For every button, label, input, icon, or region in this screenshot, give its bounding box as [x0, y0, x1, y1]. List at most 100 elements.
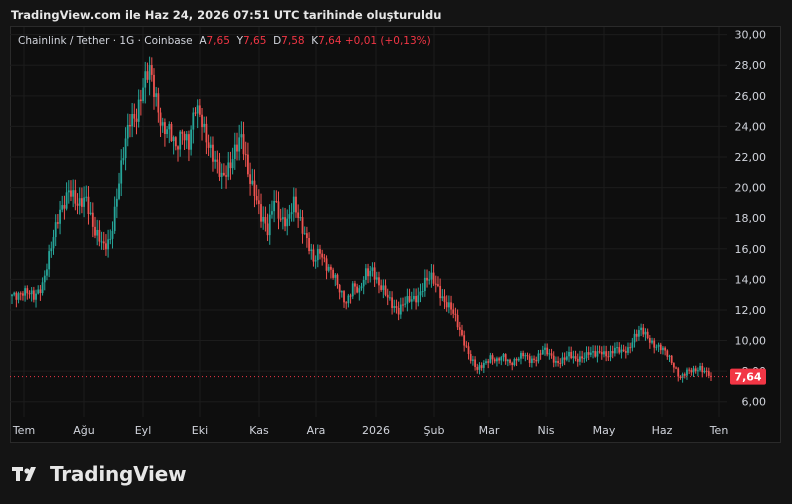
- candle-body: [574, 356, 577, 359]
- candle-body: [170, 124, 173, 142]
- candle-body: [386, 294, 389, 298]
- last-price-tag: [730, 368, 766, 385]
- candle-body: [148, 65, 151, 80]
- candle-body: [46, 269, 48, 276]
- candle-body: [124, 138, 127, 159]
- candle-body: [675, 367, 677, 369]
- candle-body: [301, 217, 304, 234]
- candle-body: [504, 354, 507, 362]
- candle-body: [327, 266, 330, 271]
- candle-body: [646, 331, 649, 339]
- candle-body: [131, 113, 134, 127]
- candle-body: [696, 370, 699, 372]
- high-value: 7,65: [243, 35, 267, 47]
- candle-body: [378, 277, 380, 286]
- candle-body: [242, 134, 245, 155]
- candle-body: [212, 144, 214, 162]
- candle-body: [305, 233, 308, 239]
- candle-body: [30, 290, 33, 295]
- candle-body: [701, 365, 704, 373]
- candle-body: [330, 266, 332, 270]
- candle-body: [288, 214, 291, 219]
- y-tick-label: 14,00: [735, 273, 767, 286]
- candle-body: [454, 313, 457, 315]
- candle-body: [498, 358, 501, 361]
- candle-body: [651, 340, 653, 343]
- candle-body: [445, 302, 448, 308]
- candle-body: [421, 291, 424, 293]
- candle-body: [334, 274, 337, 278]
- candle-body: [268, 214, 271, 236]
- candle-body: [648, 338, 651, 343]
- close-value: 7,64: [318, 35, 342, 47]
- candle-body: [642, 327, 645, 335]
- symbol-label: Chainlink / Tether · 1G · Coinbase: [18, 35, 193, 47]
- candle-body: [22, 293, 24, 296]
- candle-body: [137, 99, 140, 122]
- candle-body: [467, 346, 470, 355]
- candle-body: [345, 302, 348, 304]
- candle-body: [627, 347, 629, 353]
- candle-body: [314, 260, 317, 262]
- candle-body: [24, 288, 27, 296]
- candle-body: [146, 71, 149, 80]
- candle-body: [677, 368, 680, 377]
- candle-body: [336, 274, 339, 286]
- candle-body: [207, 142, 210, 148]
- candle-body: [474, 359, 476, 367]
- candle-body: [633, 333, 636, 343]
- candle-body: [371, 267, 374, 271]
- candle-body: [388, 297, 391, 299]
- candle-body: [694, 368, 697, 372]
- y-tick-label: 26,00: [735, 90, 767, 103]
- candle-body: [544, 347, 546, 350]
- candle-body: [354, 283, 356, 287]
- candle-body: [109, 238, 112, 240]
- x-tick-label: Ağu: [73, 424, 94, 437]
- candle-body: [231, 158, 234, 169]
- candle-body: [406, 296, 409, 304]
- candle-body: [251, 180, 254, 184]
- candle-body: [596, 351, 599, 357]
- candle-body: [157, 93, 160, 113]
- candle-body: [430, 272, 433, 280]
- candle-body: [456, 314, 459, 328]
- candle-body: [214, 159, 217, 162]
- candle-body: [511, 362, 514, 366]
- candle-body: [135, 118, 138, 122]
- y-tick-label: 22,00: [735, 151, 767, 164]
- candle-body: [362, 279, 365, 287]
- candle-body: [692, 368, 695, 373]
- open-label: A: [199, 35, 207, 47]
- candle-body: [520, 352, 522, 359]
- candle-body: [415, 295, 418, 303]
- candle-body: [153, 74, 155, 97]
- candle-body: [375, 277, 378, 280]
- x-tick-label: Kas: [249, 424, 269, 437]
- candle-body: [410, 299, 413, 302]
- candle-body: [528, 356, 531, 363]
- candle-body: [321, 253, 324, 258]
- candle-body: [640, 327, 642, 331]
- change-value: +0,01 (+0,13%): [344, 35, 431, 47]
- candle-body: [570, 351, 573, 359]
- candle-body: [297, 212, 300, 218]
- candle-body: [655, 346, 658, 348]
- candle-body: [563, 357, 566, 360]
- candle-body: [609, 350, 612, 358]
- x-tick-label: 2026: [362, 424, 390, 437]
- candle-body: [255, 195, 258, 201]
- candle-body: [81, 198, 83, 207]
- tradingview-logo[interactable]: TradingView: [12, 462, 187, 486]
- candle-body: [380, 285, 383, 290]
- candle-body: [275, 200, 278, 202]
- candle-body: [253, 180, 256, 196]
- candle-body: [56, 222, 59, 224]
- candle-body: [244, 154, 247, 156]
- candle-body: [67, 190, 70, 193]
- close-label: K: [311, 35, 319, 47]
- candle-body: [183, 133, 186, 141]
- candle-body: [423, 277, 426, 292]
- candle-body: [522, 352, 525, 357]
